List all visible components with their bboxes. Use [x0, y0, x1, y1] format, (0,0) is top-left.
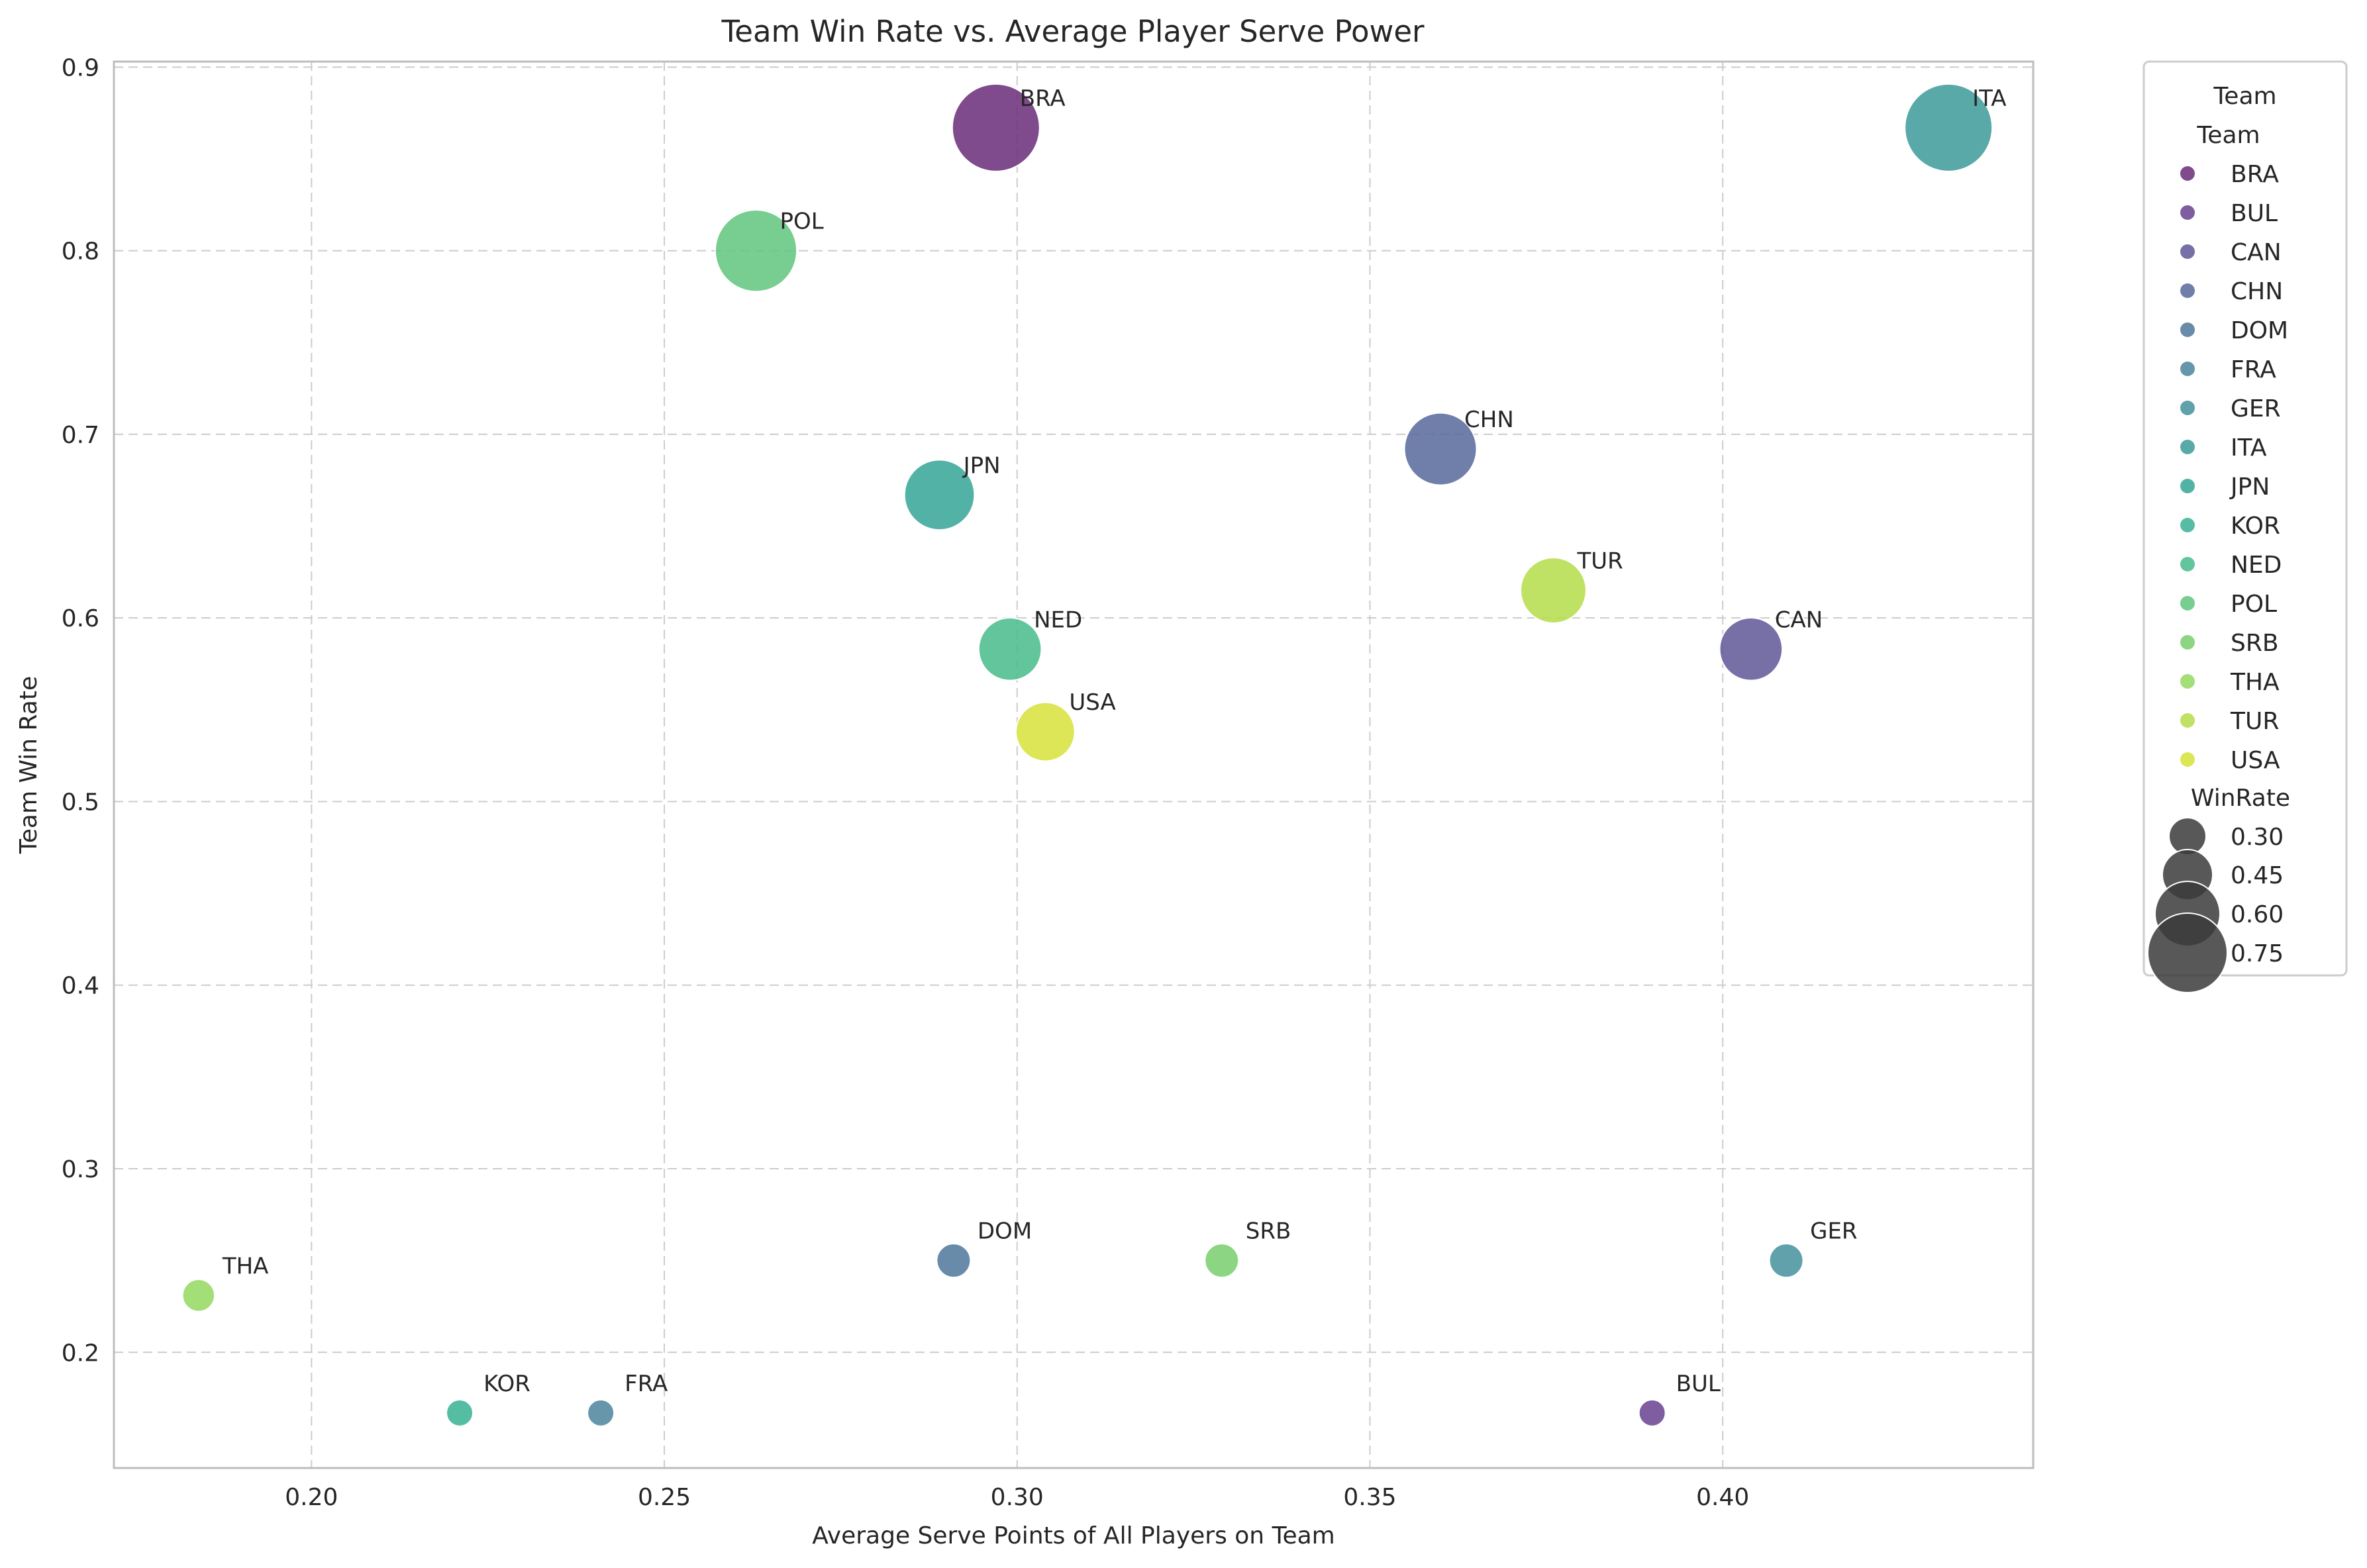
- y-tick-label: 0.3: [62, 1156, 99, 1183]
- point-label-jpn: JPN: [962, 452, 1001, 479]
- point-label-tur: TUR: [1577, 548, 1623, 575]
- point-label-tha: THA: [222, 1253, 269, 1279]
- point-kor: [446, 1398, 474, 1427]
- legend-size-label: 0.30: [2231, 824, 2284, 851]
- x-tick-label: 0.20: [285, 1484, 338, 1511]
- y-tick-label: 0.4: [62, 973, 99, 1000]
- legend-marker-srb: [2180, 635, 2195, 650]
- legend: Team Team BRA BUL CAN CHN DOM FRA GER ITA JPN KOR…: [2142, 60, 2348, 993]
- y-tick-label: 0.9: [62, 54, 99, 81]
- point-label-dom: DOM: [978, 1218, 1032, 1245]
- point-label-kor: KOR: [483, 1371, 530, 1397]
- legend-label-srb: SRB: [2231, 630, 2279, 657]
- data-points: [181, 83, 1993, 1427]
- legend-hue-title: Team: [2196, 122, 2260, 149]
- point-usa: [1015, 701, 1076, 762]
- legend-label-tur: TUR: [2230, 708, 2279, 735]
- point-pol: [714, 209, 798, 293]
- legend-size-entries: 0.30 0.45 0.60 0.75: [2147, 817, 2284, 993]
- legend-size-label: 0.75: [2231, 940, 2284, 967]
- point-ger: [1768, 1243, 1804, 1279]
- chart-title: Team Win Rate vs. Average Player Serve P…: [721, 14, 1425, 49]
- point-can: [1719, 616, 1784, 681]
- y-tick-label: 0.2: [62, 1340, 99, 1367]
- point-label-can: CAN: [1775, 607, 1823, 633]
- y-tick-label: 0.7: [62, 422, 99, 449]
- legend-marker-bra: [2180, 166, 2195, 181]
- y-tick-label: 0.8: [62, 238, 99, 266]
- legend-marker-kor: [2180, 518, 2195, 532]
- point-ita: [1904, 83, 1993, 172]
- legend-marker-ger: [2180, 401, 2195, 415]
- legend-label-ger: GER: [2231, 395, 2281, 422]
- legend-marker-bul: [2180, 205, 2195, 220]
- point-bul: [1638, 1398, 1666, 1427]
- point-chn: [1403, 412, 1478, 486]
- legend-size-marker: [2147, 912, 2228, 993]
- legend-label-bul: BUL: [2231, 200, 2278, 227]
- point-labels: BRA BUL CAN CHN DOM FRA GER ITA JPN KOR NED POL SRB T…: [222, 85, 2007, 1397]
- legend-label-pol: POL: [2231, 591, 2277, 618]
- point-label-fra: FRA: [625, 1371, 668, 1397]
- legend-label-usa: USA: [2231, 747, 2280, 774]
- point-label-ita: ITA: [1972, 85, 2006, 112]
- x-axis-ticks: 0.20 0.25 0.30 0.35 0.40: [285, 1484, 1749, 1511]
- legend-marker-tur: [2180, 713, 2195, 728]
- legend-label-ned: NED: [2231, 552, 2282, 579]
- legend-label-tha: THA: [2230, 669, 2280, 696]
- point-label-pol: POL: [780, 209, 824, 235]
- legend-marker-ita: [2180, 440, 2195, 454]
- legend-label-fra: FRA: [2231, 356, 2276, 383]
- plot-frame: [113, 60, 2035, 1469]
- point-tha: [181, 1279, 216, 1312]
- legend-label-bra: BRA: [2231, 161, 2279, 188]
- legend-size-title: WinRate: [2191, 785, 2290, 812]
- point-label-chn: CHN: [1464, 407, 1514, 433]
- point-srb: [1204, 1243, 1240, 1279]
- y-axis-ticks: 0.2 0.3 0.4 0.5 0.6 0.7 0.8 0.9: [62, 54, 99, 1367]
- legend-label-dom: DOM: [2231, 317, 2288, 344]
- point-label-ned: NED: [1034, 607, 1082, 633]
- x-tick-label: 0.30: [991, 1484, 1044, 1511]
- point-bra: [951, 83, 1040, 172]
- legend-marker-can: [2180, 244, 2195, 259]
- legend-marker-usa: [2180, 752, 2195, 767]
- legend-title: Team: [2213, 83, 2276, 110]
- legend-size-label: 0.45: [2231, 862, 2284, 889]
- legend-label-can: CAN: [2231, 239, 2282, 266]
- legend-hue-entries: BRA BUL CAN CHN DOM FRA GER ITA JPN KOR NED POL SRB T…: [2180, 161, 2288, 774]
- legend-marker-fra: [2180, 362, 2195, 376]
- legend-size-label: 0.60: [2231, 901, 2284, 928]
- x-tick-label: 0.25: [638, 1484, 691, 1511]
- y-tick-label: 0.6: [62, 605, 99, 632]
- grid: [114, 62, 2033, 1468]
- legend-marker-chn: [2180, 283, 2195, 298]
- x-tick-label: 0.35: [1343, 1484, 1396, 1511]
- legend-label-kor: KOR: [2231, 513, 2280, 540]
- x-tick-label: 0.40: [1696, 1484, 1749, 1511]
- legend-label-chn: CHN: [2231, 278, 2283, 305]
- legend-marker-ned: [2180, 557, 2195, 571]
- legend-marker-pol: [2180, 596, 2195, 611]
- point-dom: [936, 1243, 972, 1279]
- legend-marker-jpn: [2180, 479, 2195, 493]
- point-jpn: [903, 459, 976, 531]
- legend-label-ita: ITA: [2231, 434, 2267, 462]
- x-axis-label: Average Serve Points of All Players on T…: [812, 1522, 1335, 1549]
- y-axis-label: Team Win Rate: [15, 676, 42, 854]
- point-fra: [587, 1398, 615, 1427]
- legend-marker-tha: [2180, 674, 2195, 689]
- legend-label-jpn: JPN: [2229, 473, 2270, 501]
- point-ned: [978, 616, 1042, 681]
- point-tur: [1520, 557, 1587, 624]
- point-label-bra: BRA: [1020, 85, 1066, 112]
- point-label-bul: BUL: [1676, 1371, 1721, 1397]
- legend-marker-dom: [2180, 322, 2195, 337]
- point-label-ger: GER: [1810, 1218, 1857, 1245]
- y-tick-label: 0.5: [62, 789, 99, 816]
- point-label-usa: USA: [1069, 689, 1115, 716]
- point-label-srb: SRB: [1246, 1218, 1291, 1245]
